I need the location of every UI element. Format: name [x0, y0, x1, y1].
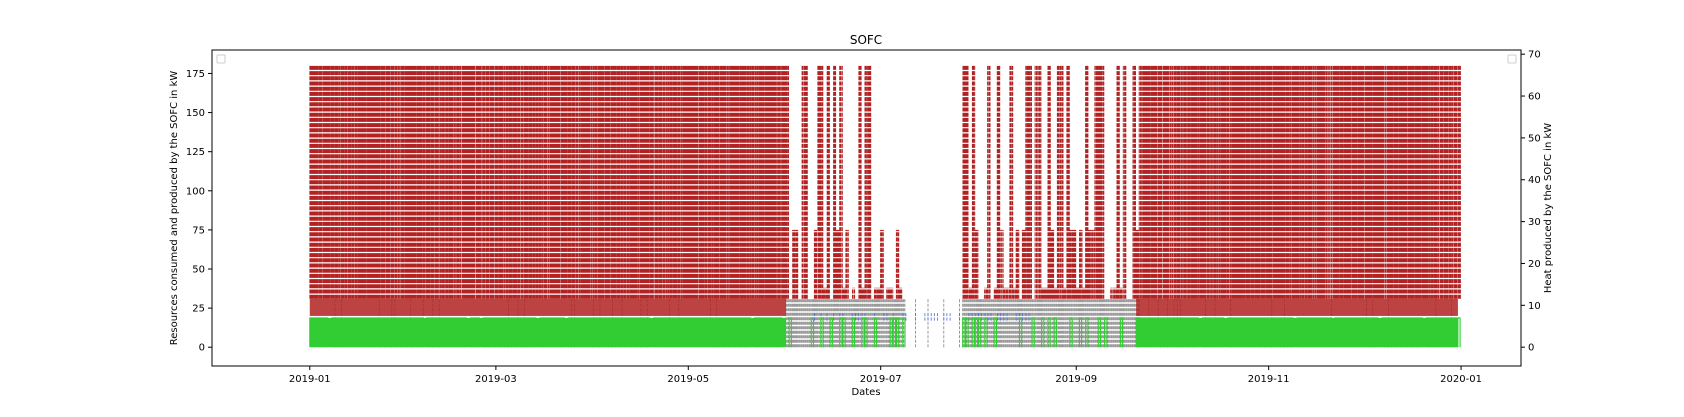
- y-right-tick-label: 30: [1528, 217, 1541, 228]
- x-axis: 2019-01 2019-03 2019-05 2019-07 2019-09 2019-…: [289, 366, 1482, 385]
- x-tick-label: 2020-01: [1440, 374, 1482, 385]
- x-axis-label: Dates: [851, 387, 880, 398]
- x-tick-label: 2019-05: [667, 374, 709, 385]
- y-right-tick-label: 0: [1528, 343, 1534, 354]
- legend-box-right: [1507, 54, 1517, 64]
- x-tick-label: 2019-03: [475, 374, 517, 385]
- y-left-tick-label: 0: [199, 343, 205, 354]
- series-red-base-band: [309, 298, 787, 316]
- y-axis-left: 0 25 50 75 100 125 150 175: [186, 69, 212, 354]
- legend-box-left: [216, 54, 226, 64]
- series-red-base-band: [1136, 298, 1458, 316]
- y-right-tick-label: 10: [1528, 301, 1541, 312]
- plot-area: [309, 65, 1461, 348]
- plot-frame: [211, 49, 1522, 367]
- x-tick-label: 2019-07: [860, 374, 902, 385]
- y-left-tick-label: 125: [186, 147, 205, 158]
- x-tick-label: 2019-01: [289, 374, 331, 385]
- chart-title: SOFC: [850, 33, 882, 47]
- y-right-tick-label: 70: [1528, 50, 1541, 61]
- y-left-tick-label: 150: [186, 108, 205, 119]
- y-right-tick-label: 20: [1528, 259, 1541, 270]
- y-right-tick-label: 40: [1528, 175, 1541, 186]
- x-tick-label: 2019-11: [1248, 374, 1290, 385]
- y-axis-label-left: Resources consumed and produced by the S…: [169, 71, 180, 346]
- y-axis-right: 0 10 20 30 40 50 60 70: [1521, 50, 1541, 354]
- y-left-tick-label: 100: [186, 186, 205, 197]
- series-red-line: [309, 65, 1461, 299]
- y-left-tick-label: 75: [192, 225, 205, 236]
- y-right-tick-label: 60: [1528, 92, 1541, 103]
- y-left-tick-label: 175: [186, 69, 205, 80]
- y-axis-label-right: Heat produced by the SOFC in kW: [1543, 123, 1554, 293]
- y-left-tick-label: 25: [192, 304, 205, 315]
- y-left-tick-label: 50: [192, 265, 205, 276]
- y-right-tick-label: 50: [1528, 133, 1541, 144]
- series-green-fill: [1136, 317, 1458, 348]
- series-green-fill: [309, 317, 787, 348]
- x-tick-label: 2019-09: [1055, 374, 1097, 385]
